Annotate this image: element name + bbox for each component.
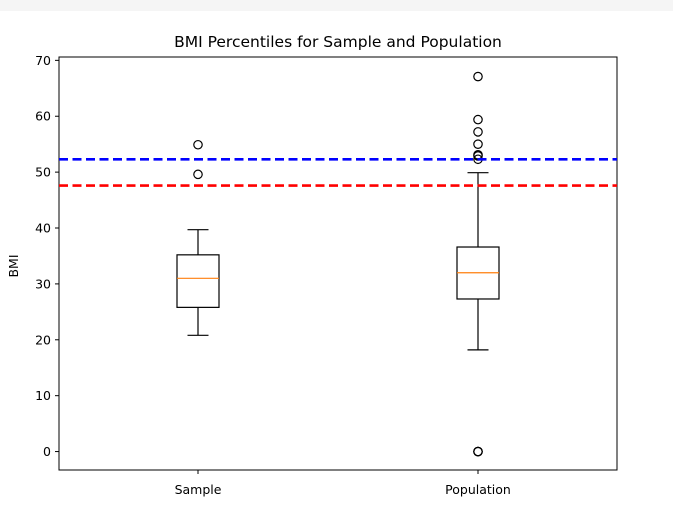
- outlier-point: [193, 169, 203, 180]
- outlier-point: [193, 139, 203, 150]
- y-tick-label: 10: [35, 388, 51, 403]
- y-tick-label: 70: [35, 53, 51, 68]
- y-tick-label: 30: [35, 276, 51, 291]
- top-strip: [0, 0, 673, 11]
- x-tick-label: Sample: [175, 482, 222, 497]
- y-tick-label: 50: [35, 165, 51, 180]
- axes-frame: [58, 56, 618, 471]
- y-tick-label: 40: [35, 221, 51, 236]
- y-tick-label: 20: [35, 332, 51, 347]
- outlier-point: [473, 71, 483, 82]
- plot-area: 0 10 20 30 40 50 60 70 Sample Population: [35, 53, 618, 497]
- outlier-point: [473, 127, 483, 137]
- chart-title: BMI Percentiles for Sample and Populatio…: [174, 33, 502, 51]
- x-tick-label: Population: [445, 482, 511, 497]
- box: [176, 254, 220, 308]
- y-tick-label: 60: [35, 109, 51, 124]
- outlier-point: [473, 139, 483, 149]
- y-axis-label: BMI: [6, 254, 21, 277]
- outlier-point: [473, 114, 483, 125]
- y-tick-label: 0: [43, 444, 51, 459]
- outlier-point: [473, 446, 483, 457]
